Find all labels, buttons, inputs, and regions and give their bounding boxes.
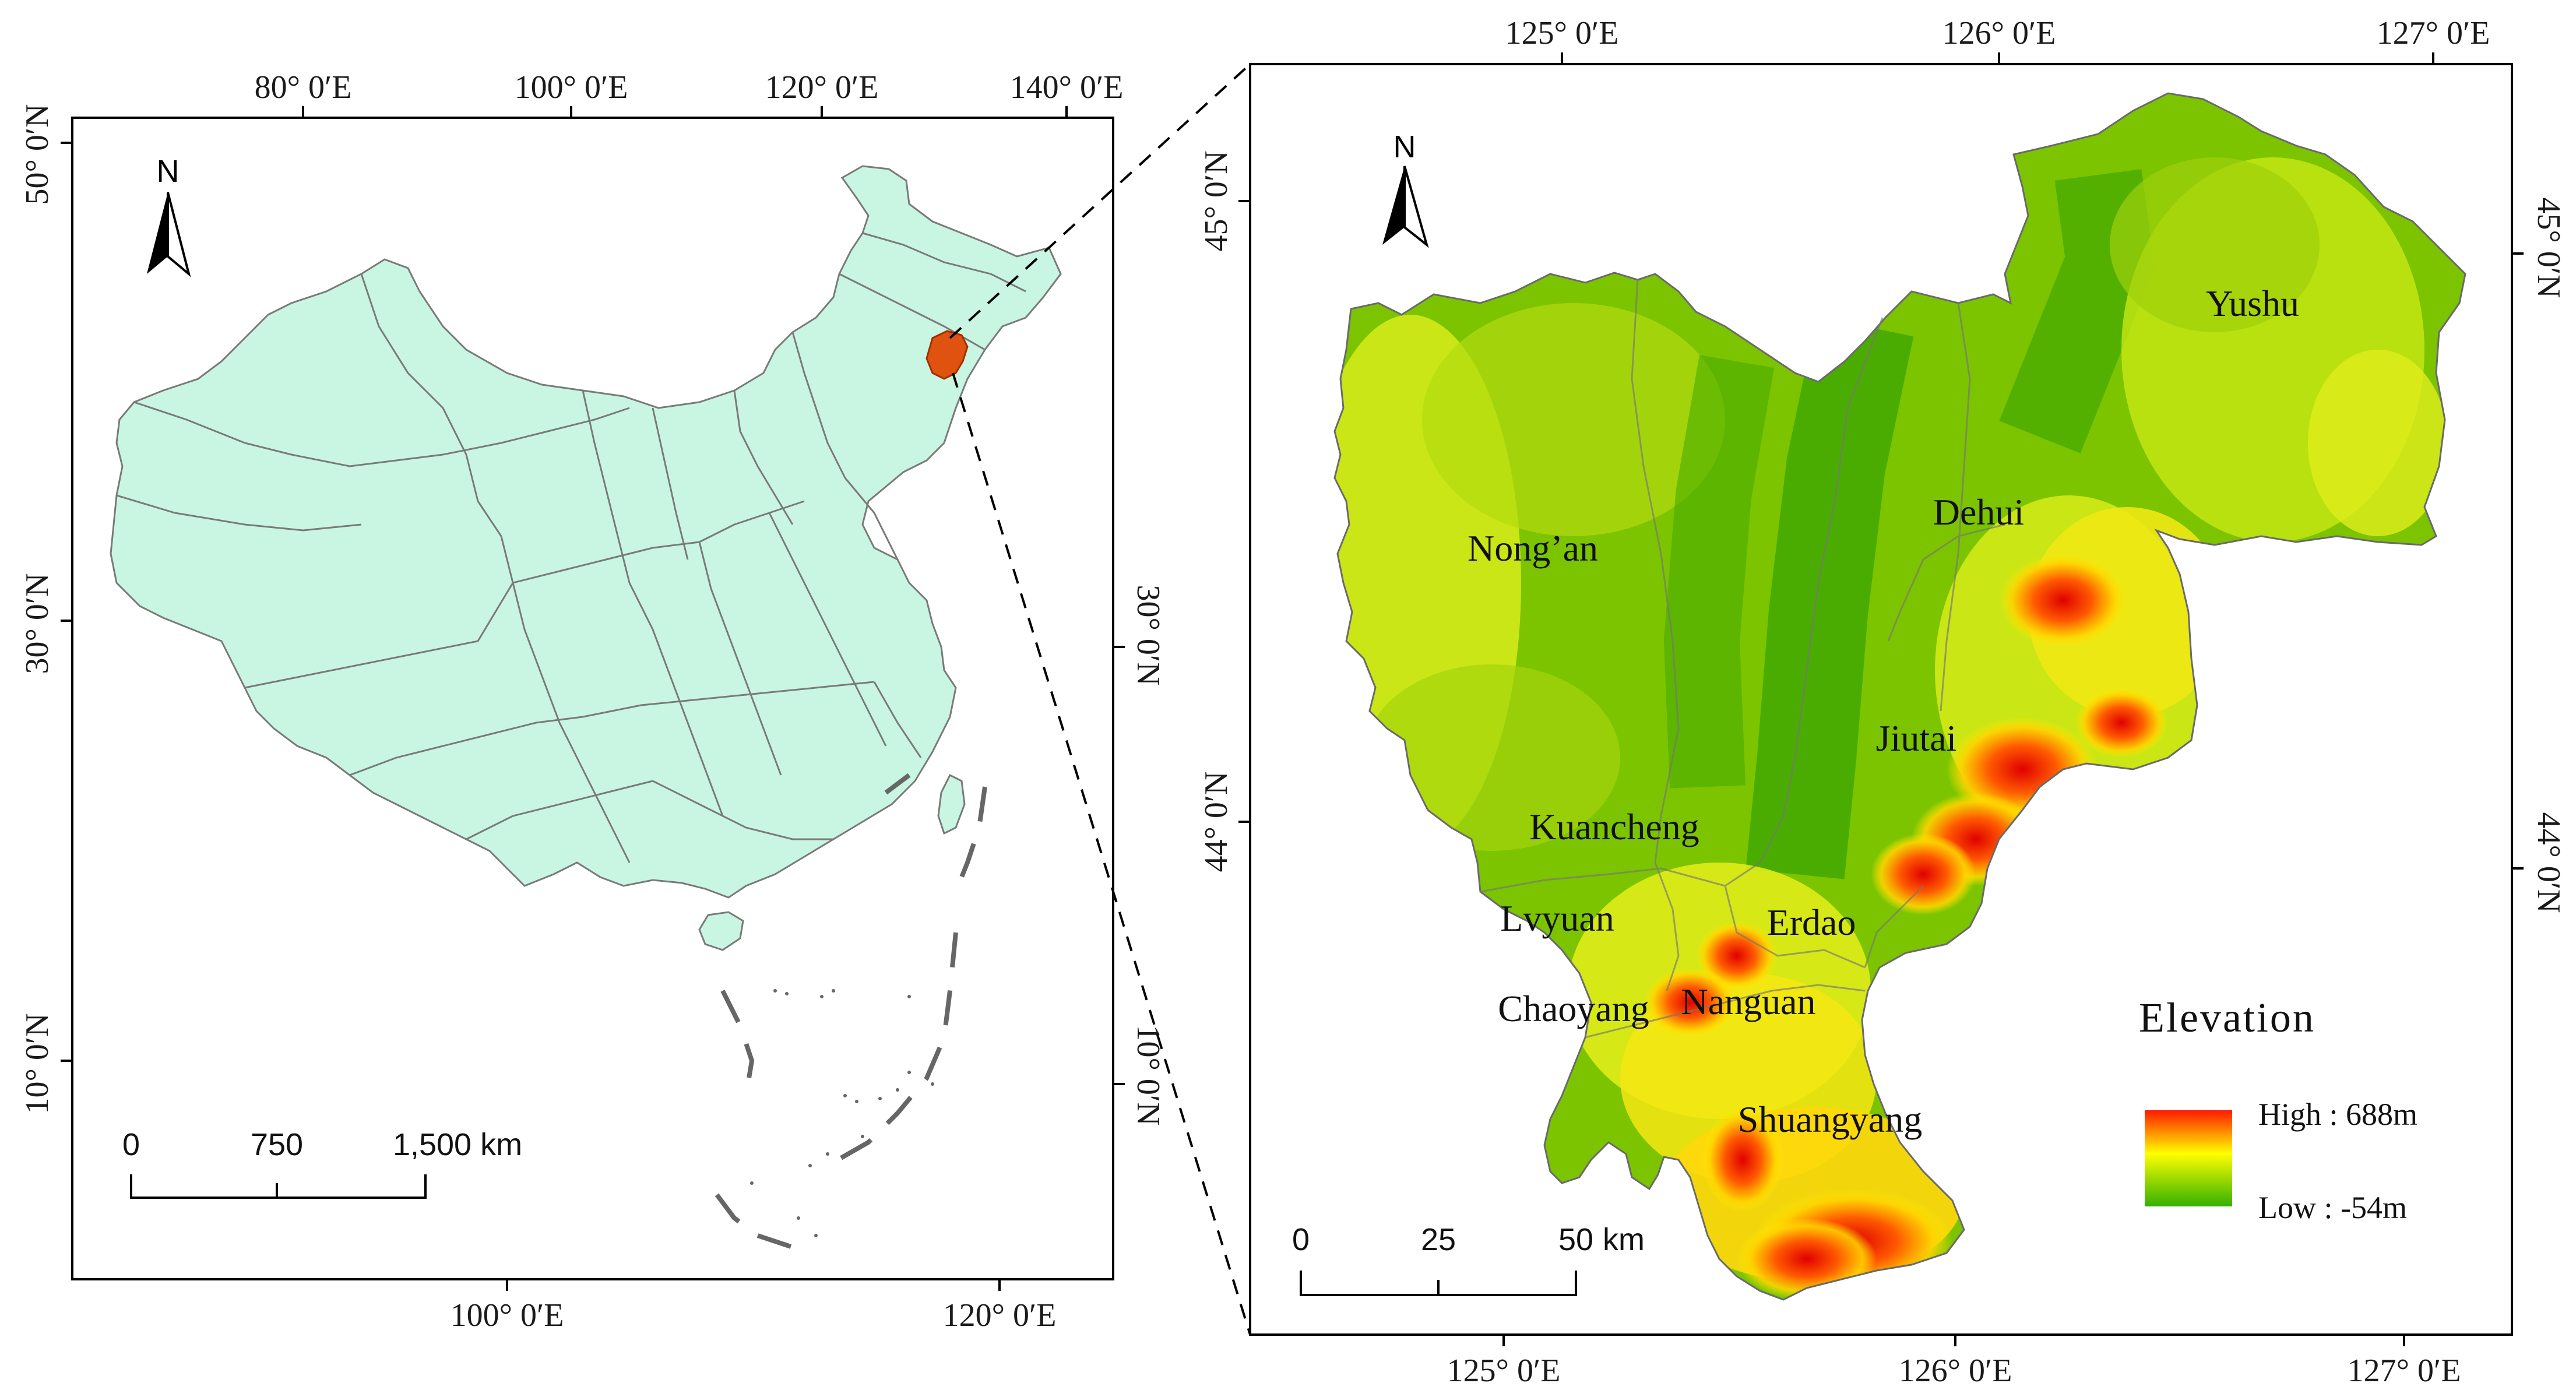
overview-map: N 0 750 1,500 km 80° 0′E 100° 0′E 120° 0… (19, 69, 1166, 1333)
place-label-chaoyang: Chaoyang (1498, 988, 1649, 1029)
overview-left-lat-30: 30° 0′N (19, 573, 55, 674)
overview-scale-bar: 0 750 1,500 km (122, 1127, 522, 1199)
place-label-yushu: Yushu (2206, 283, 2299, 324)
detail-scale-label-50: 50 (1558, 1222, 1593, 1257)
south-china-sea-dashes (715, 773, 987, 1250)
china-mainland (110, 165, 1062, 899)
overview-top-lon-120: 120° 0′E (765, 69, 879, 105)
zoom-connector-lines (949, 63, 1251, 1335)
overview-scale-line (130, 1174, 427, 1199)
overview-scale-label-0: 0 (122, 1127, 140, 1162)
overview-left-lat-50: 50° 0′N (19, 104, 55, 205)
overview-coordinates: 80° 0′E 100° 0′E 120° 0′E 140° 0′E 100° … (19, 69, 1166, 1333)
detail-right-lat-45: 45° 0′N (2531, 197, 2567, 298)
detail-bottom-lon-126: 126° 0′E (1899, 1353, 2012, 1389)
overview-top-lon-140: 140° 0′E (1010, 69, 1124, 105)
overview-top-lon-80: 80° 0′E (255, 69, 352, 105)
detail-top-lon-127: 127° 0′E (2377, 15, 2490, 51)
legend-color-ramp (2145, 1110, 2232, 1206)
province-boundaries (116, 232, 1026, 863)
place-label-erdao: Erdao (1767, 902, 1856, 943)
detail-scale-label-km: km (1603, 1222, 1645, 1257)
taiwan-island (937, 773, 966, 835)
overview-right-lat-30: 30° 0′N (1130, 585, 1166, 685)
overview-scale-label-1500: 1,500 km (393, 1127, 522, 1162)
overview-bottom-lon-100: 100° 0′E (451, 1297, 564, 1333)
elevation-legend: Elevation High : 688m Low : -54m (2139, 994, 2417, 1225)
legend-high-label: High : 688m (2258, 1097, 2417, 1132)
detail-scale-label-25: 25 (1421, 1222, 1456, 1257)
detail-map: N Yushu Dehui Nong’an Jiutai Kuancheng L… (1198, 15, 2567, 1389)
detail-north-arrow: N (1382, 129, 1429, 248)
place-label-nanguan: Nanguan (1681, 981, 1815, 1022)
place-label-jiutai: Jiutai (1876, 717, 1957, 759)
detail-top-lon-125: 125° 0′E (1505, 15, 1619, 51)
district-boundaries (1480, 279, 2005, 1039)
overview-left-lat-10: 10° 0′N (19, 1013, 55, 1114)
place-label-kuancheng: Kuancheng (1529, 806, 1699, 847)
overview-right-lat-10: 10° 0′N (1130, 1025, 1166, 1125)
detail-right-lat-44: 44° 0′N (2531, 812, 2567, 913)
place-label-nongan: Nong’an (1468, 527, 1598, 569)
detail-coordinates: 125° 0′E 126° 0′E 127° 0′E 125° 0′E 126°… (1198, 15, 2567, 1389)
detail-left-lat-44: 44° 0′N (1198, 771, 1234, 872)
north-arrow-light-half (167, 192, 191, 277)
detail-bottom-lon-127: 127° 0′E (2348, 1353, 2461, 1389)
detail-scale-label-0: 0 (1292, 1222, 1310, 1257)
south-china-sea-islands (750, 989, 934, 1237)
detail-scale-line (1300, 1271, 1577, 1296)
place-labels: Yushu Dehui Nong’an Jiutai Kuancheng Lvy… (1468, 283, 2299, 1140)
detail-top-lon-126: 126° 0′E (1942, 15, 2056, 51)
overview-north-arrow: N (147, 154, 191, 277)
place-label-dehui: Dehui (1933, 491, 2024, 533)
china-landmass (110, 165, 1062, 1250)
overview-scale-label-750: 750 (251, 1127, 303, 1162)
detail-north-arrow-dark-half (1382, 166, 1405, 245)
place-label-shuangyang: Shuangyang (1738, 1099, 1922, 1140)
legend-title: Elevation (2139, 994, 2315, 1041)
overview-top-lon-100: 100° 0′E (515, 69, 628, 105)
detail-scale-bar: 0 25 50 km (1292, 1222, 1645, 1296)
detail-north-arrow-light-half (1403, 166, 1429, 248)
detail-north-label: N (1393, 129, 1416, 164)
hainan-island (698, 911, 744, 951)
legend-low-label: Low : -54m (2258, 1190, 2407, 1225)
overview-north-label: N (157, 154, 180, 189)
overview-bottom-lon-120: 120° 0′E (943, 1297, 1057, 1333)
detail-bottom-lon-125: 125° 0′E (1447, 1353, 1561, 1389)
north-arrow-dark-half (147, 192, 168, 274)
place-label-lvyuan: Lvyuan (1500, 898, 1614, 939)
detail-left-lat-45: 45° 0′N (1198, 150, 1234, 251)
